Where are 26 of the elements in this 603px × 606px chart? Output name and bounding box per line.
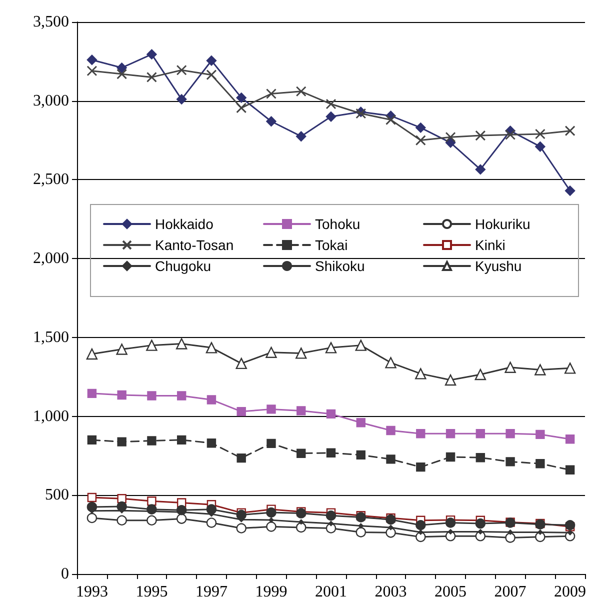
legend-label: Chugoku	[155, 258, 212, 274]
x-tick-label: 1999	[255, 584, 288, 600]
x-tick-label: 2007	[494, 584, 526, 600]
x-tick-label: 2005	[434, 584, 467, 600]
legend-label: Kanto-Tosan	[155, 237, 234, 253]
x-tick-label: 1993	[76, 584, 108, 600]
y-tick-label: 500	[45, 486, 69, 504]
x-tick-label: 2001	[315, 584, 347, 600]
legend-label: Shikoku	[315, 258, 365, 274]
y-tick-label: 0	[61, 566, 69, 582]
y-tick-label: 3,500	[33, 14, 69, 30]
y-tick-label: 1,500	[33, 328, 69, 346]
legend-label: Kyushu	[475, 258, 522, 274]
y-tick-label: 2,500	[33, 171, 69, 188]
y-tick-label: 3,000	[33, 92, 69, 110]
x-tick-label: 2003	[374, 584, 407, 600]
legend-label: Hokuriku	[475, 216, 530, 232]
legend-label: Kinki	[475, 237, 506, 253]
y-tick-label: 2,000	[33, 250, 69, 268]
legend-label: Tokai	[315, 237, 348, 253]
y-tick-label: 1,000	[33, 408, 69, 425]
legend-label: Hokkaido	[155, 216, 214, 232]
x-tick-label: 1997	[195, 584, 228, 600]
legend-label: Tohoku	[315, 216, 360, 232]
x-tick-label: 2009	[554, 584, 586, 600]
x-tick-label: 1995	[136, 584, 168, 600]
